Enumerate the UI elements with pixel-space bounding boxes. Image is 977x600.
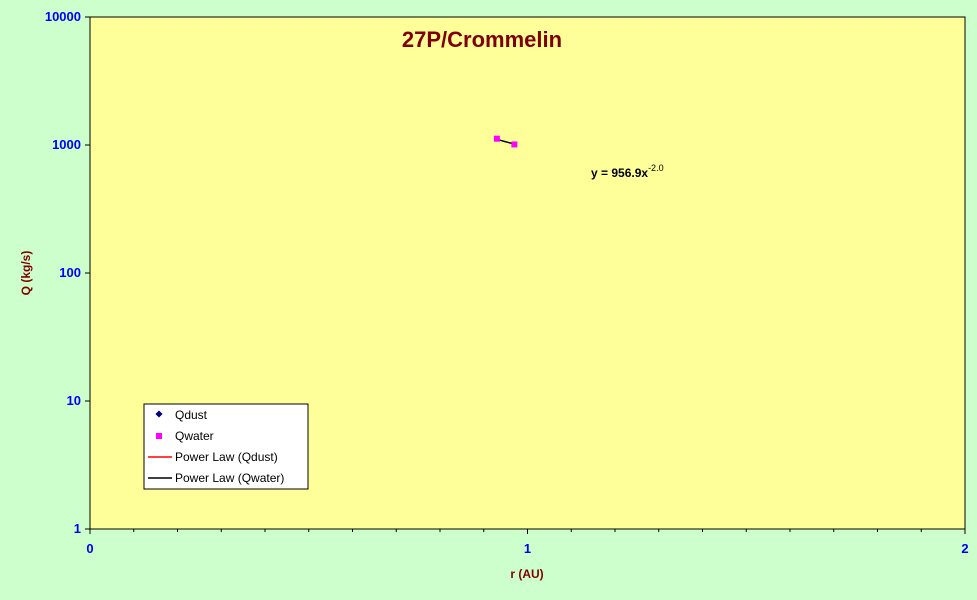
legend-marker-qwater (156, 433, 162, 439)
chart-title: 27P/Crommelin (402, 27, 562, 52)
y-tick-label: 10 (67, 393, 81, 408)
x-tick-label: 2 (961, 541, 968, 556)
legend-label-qwater: Qwater (175, 429, 214, 443)
qwater-point (493, 135, 500, 142)
legend: Qdust Qwater Power Law (Qdust) Power Law… (143, 403, 309, 490)
legend-label-powerlaw-qdust: Power Law (Qdust) (175, 450, 278, 464)
y-tick-label: 1 (74, 521, 81, 536)
y-axis-title: Q (kg/s) (19, 251, 33, 296)
legend-label-qdust: Qdust (175, 408, 208, 422)
y-tick-label: 1000 (52, 137, 81, 152)
series-layer (493, 135, 518, 148)
x-tick-label: 1 (524, 541, 531, 556)
equation-base: y = 956.9x (591, 166, 648, 180)
x-axis-ticks: 0 1 2 (86, 529, 969, 556)
legend-marker-qdust (155, 410, 163, 418)
x-axis-title: r (AU) (510, 567, 543, 581)
legend-box (143, 403, 309, 490)
x-tick-label: 0 (86, 541, 93, 556)
y-tick-label: 10000 (45, 9, 81, 24)
y-tick-label: 100 (59, 265, 81, 280)
qwater-point (511, 141, 518, 148)
equation-exponent: -2.0 (648, 163, 664, 173)
y-axis-ticks: 1 10 100 1000 10000 (45, 9, 90, 536)
legend-label-powerlaw-qwater: Power Law (Qwater) (175, 471, 284, 485)
trendline-equation: y = 956.9x-2.0 (591, 163, 664, 180)
